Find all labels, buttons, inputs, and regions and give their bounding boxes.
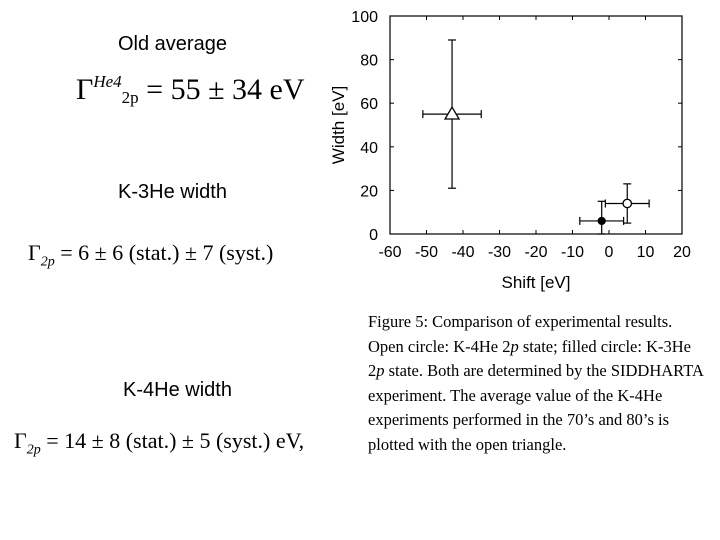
formula-value: = 55 ± 34 eV <box>146 73 305 106</box>
figure-caption: Figure 5: Comparison of experimental res… <box>368 310 708 458</box>
x-tick-label: 10 <box>637 244 655 261</box>
gamma-symbol: Γ <box>76 73 94 106</box>
data-point-open-circle <box>622 198 633 209</box>
plot-frame <box>389 15 683 235</box>
x-tick-label: -10 <box>561 244 584 261</box>
formula-value: = 14 ± 8 (stat.) ± 5 (syst.) eV, <box>46 428 305 453</box>
caption-italic-p-1: p <box>510 336 519 356</box>
formula-subscript: 2p <box>26 442 41 458</box>
y-axis-label: Width [eV] <box>329 86 348 164</box>
k4he-formula: Γ2p = 14 ± 8 (stat.) ± 5 (syst.) eV, <box>14 428 304 458</box>
caption-text-2: state; filled circle: K-3He 2 <box>368 336 691 381</box>
formula-subscript: 2p <box>40 254 55 270</box>
caption-text-1: Figure 5: Comparison of experimental res… <box>368 312 673 356</box>
old-average-title: Old average <box>118 33 227 55</box>
formula-subscript: 2p <box>121 88 139 107</box>
formula-value: = 6 ± 6 (stat.) ± 7 (syst.) <box>60 240 274 265</box>
formula-superscript: He4 <box>93 72 122 91</box>
y-tick-label: 60 <box>360 96 378 113</box>
caption-italic-p-2: p <box>376 361 385 381</box>
x-tick-label: 20 <box>673 244 691 261</box>
x-tick-label: -30 <box>488 244 511 261</box>
x-tick-label: -40 <box>451 244 474 261</box>
gamma-symbol: Γ <box>14 428 27 453</box>
x-tick-label: 0 <box>605 244 614 261</box>
k3he-formula: Γ2p = 6 ± 6 (stat.) ± 7 (syst.) <box>28 240 273 270</box>
caption-text-3: state. Both are determined by the SIDDHA… <box>368 361 703 454</box>
data-point-filled-circle <box>597 216 606 226</box>
x-tick-label: -60 <box>378 244 401 261</box>
x-tick-label: -50 <box>415 244 438 261</box>
width-vs-shift-chart: -60 -50 -40 -30 -20 -10 0 10 20 0 20 40 60 80 100 Shif… <box>329 9 691 292</box>
old-average-formula: ΓHe42p = 55 ± 34 eV <box>76 72 305 108</box>
x-axis-label: Shift [eV] <box>502 273 571 292</box>
x-tick-label: -20 <box>524 244 547 261</box>
gamma-symbol: Γ <box>28 240 41 265</box>
k4he-width-title: K-4He width <box>123 379 232 401</box>
y-tick-label: 0 <box>369 227 378 244</box>
y-tick-label: 40 <box>360 140 378 157</box>
y-tick-label: 80 <box>360 53 378 70</box>
y-tick-label: 100 <box>351 9 378 26</box>
y-tick-label: 20 <box>360 183 378 200</box>
k3he-width-title: K-3He width <box>118 181 227 203</box>
data-point-open-triangle <box>443 105 461 120</box>
